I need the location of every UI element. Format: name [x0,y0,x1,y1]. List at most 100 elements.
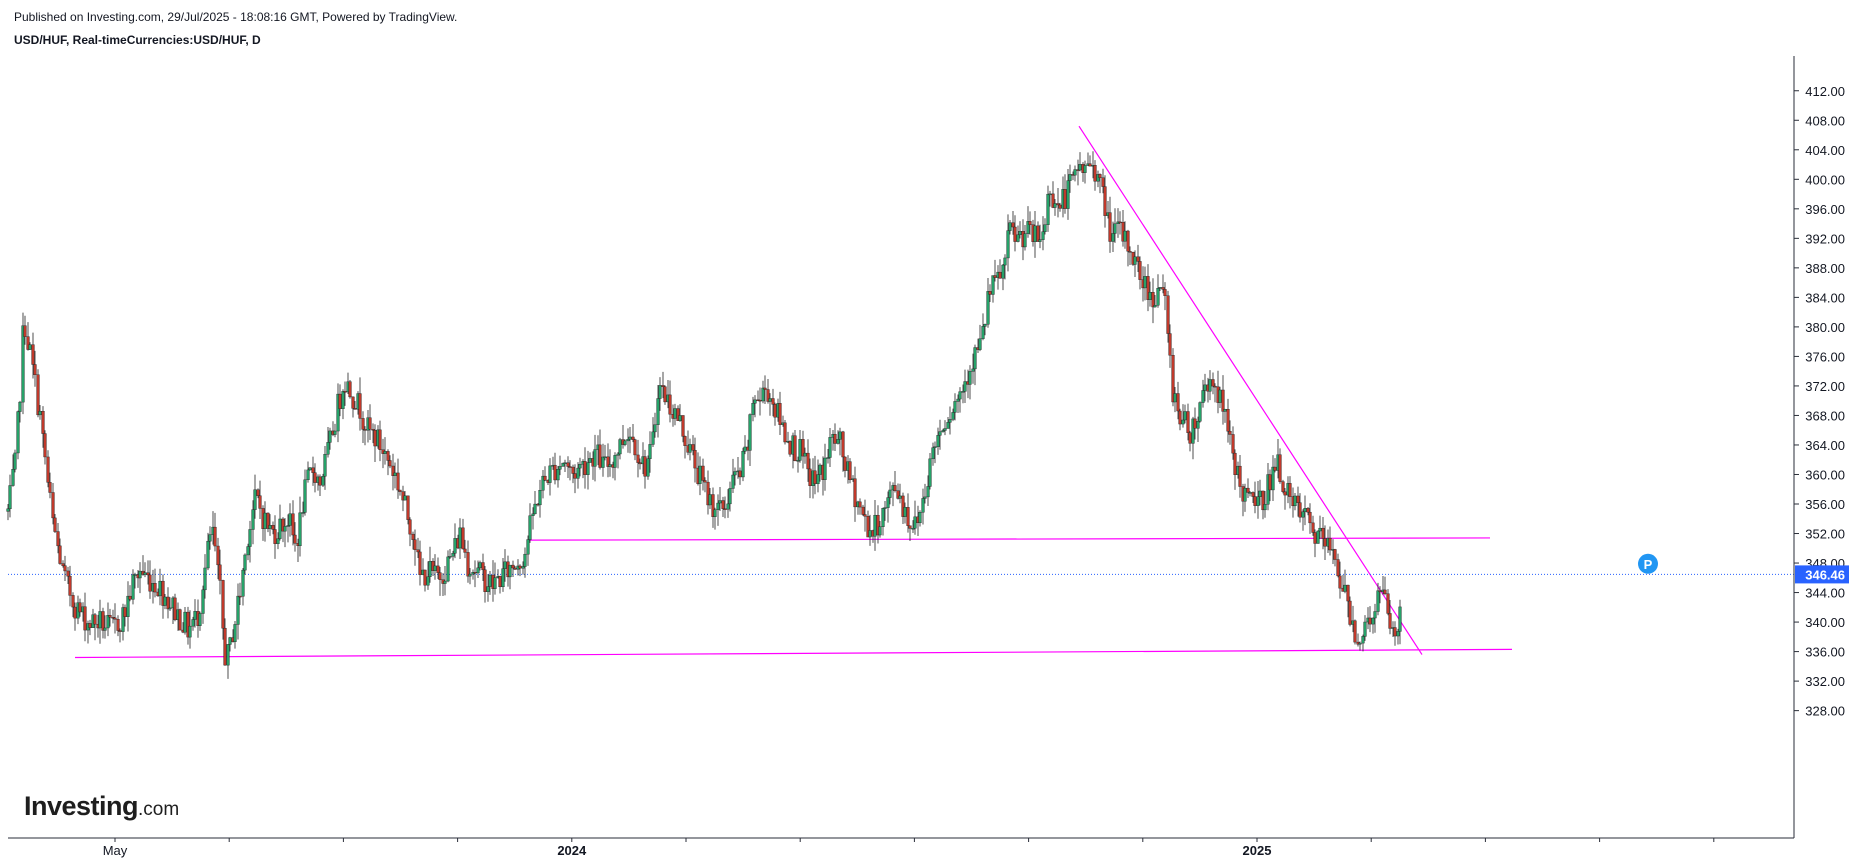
candle-up [18,401,22,412]
candle-up [233,624,237,642]
candle-down [518,565,522,569]
candle-down [583,461,587,475]
candle-down [683,436,687,446]
investing-logo: Investing.com [24,791,179,822]
candle-up [341,391,345,409]
candle-up [133,574,137,576]
candle-up [11,469,15,486]
candle-down [396,472,400,491]
candle-up [816,474,820,484]
candle-up [983,324,987,327]
candle-up [1258,490,1262,497]
candle-up [1303,508,1307,513]
y-tick-label: 332.00 [1805,674,1845,689]
candle-down [668,394,672,415]
candle-down [411,533,415,540]
candle-up [263,512,267,529]
candle-down [386,451,390,461]
candle-up [888,489,892,498]
candle-down [398,489,402,492]
candle-down [293,534,297,544]
candle-up [941,430,945,432]
candle-up [628,436,632,440]
candle-down [1336,559,1340,577]
candle-up [1003,257,1007,266]
candle-up [911,528,915,530]
candle-down [1378,590,1382,592]
candle-up [488,574,492,587]
candle-down [1128,251,1132,253]
candle-up [951,412,955,420]
candle-down [218,564,222,581]
candle-down [998,271,1002,279]
candle-up [768,398,772,402]
candle-up [921,498,925,513]
candle-up [1183,411,1187,421]
candle-down [128,595,132,600]
candle-down [758,399,762,402]
candle-down [1138,261,1142,280]
candle-up [948,419,952,423]
y-tick-label: 392.00 [1805,231,1845,246]
candle-up [1371,617,1375,625]
candle-down [463,548,467,553]
candle-down [808,468,812,486]
candle-down [853,478,857,508]
candle-down [1088,163,1092,167]
candle-down [1193,418,1197,429]
y-tick-label: 404.00 [1805,143,1845,158]
candle-up [1156,287,1160,306]
candle-up [918,512,922,524]
candle-down [511,564,515,569]
candle-down [343,391,347,393]
candle-down [1093,165,1097,182]
candle-down [1186,411,1190,433]
candle-up [121,607,125,632]
candle-down [771,398,775,405]
candle-down [88,623,92,628]
candle-down [368,417,372,430]
candle-up [1053,203,1057,208]
candle-down [778,403,782,425]
candle-down [1178,410,1182,425]
candle-down [1348,600,1352,625]
candle-up [501,568,505,588]
x-tick-label: 2025 [1243,843,1272,858]
candle-down [638,462,642,465]
candle-down [858,501,862,508]
y-tick-label: 352.00 [1805,527,1845,542]
candle-up [1048,193,1052,196]
candle-up [928,458,932,487]
candle-down [378,429,382,450]
candle-down [848,461,852,480]
candle-up [673,408,677,419]
candle-up [991,275,995,295]
candle-up [1201,390,1205,403]
candle-up [708,494,712,506]
candle-down [833,434,837,444]
candle-up [716,502,720,510]
candle-down [408,519,412,535]
candle-down [161,580,165,606]
candle-up [236,595,240,625]
candle-down [118,630,122,632]
candle-down [773,404,777,418]
candle-up [328,430,332,443]
candle-up [761,387,765,402]
candle-up [1046,193,1050,225]
candle-down [473,572,477,574]
candle-down [68,575,72,596]
candle-up [246,546,250,556]
candle-up [126,595,130,617]
candle-up [308,467,312,471]
candle-down [438,572,442,580]
candle-down [101,611,105,631]
last-price-label: 346.46 [1805,567,1845,582]
candle-up [648,444,652,459]
candle-down [1163,289,1167,296]
candle-up [563,462,567,464]
candle-up [393,472,397,476]
symbol-title: USD/HUF, Real-timeCurrencies:USD/HUF, D [14,33,261,47]
candle-up [433,565,437,571]
